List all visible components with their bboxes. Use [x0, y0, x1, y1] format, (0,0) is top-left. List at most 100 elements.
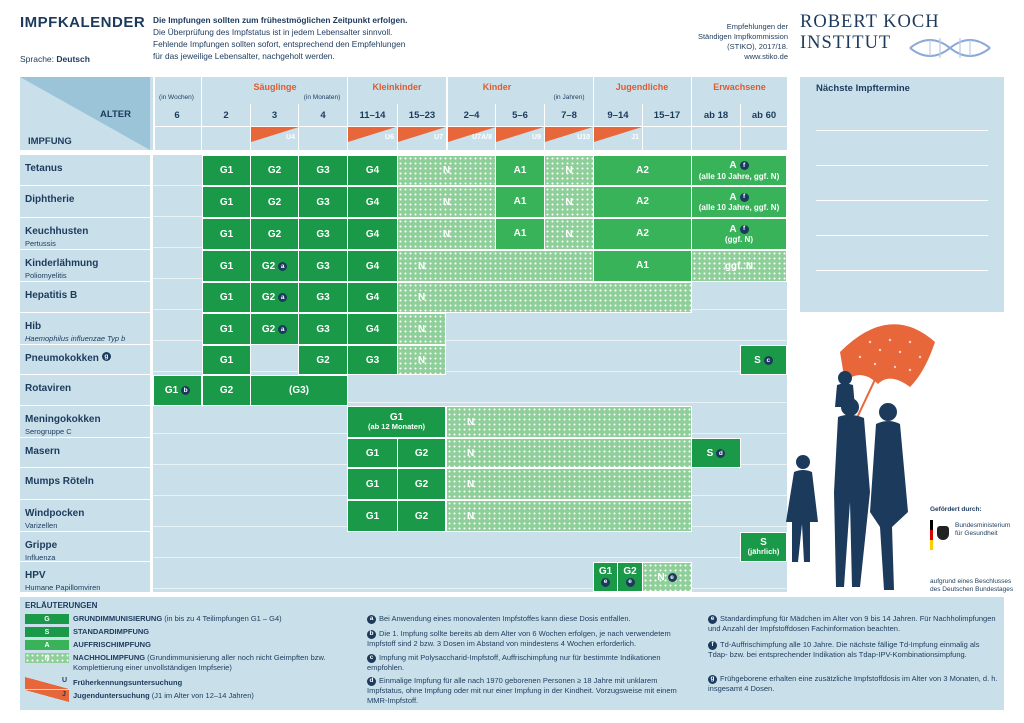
- cell-nachhol: N: [446, 406, 692, 438]
- next-dates-line[interactable]: [816, 270, 988, 271]
- cell-label: S: [706, 447, 714, 459]
- legend-label: Jugenduntersuchung: [73, 691, 150, 700]
- cell-nachhol: N: [544, 218, 594, 250]
- vaccine-name: Grippe: [25, 540, 58, 551]
- vaccine-name: Masern: [25, 446, 61, 457]
- stiko-line: www.stiko.de: [744, 52, 788, 61]
- vaccine-row-label: Keuchhusten Pertussis: [20, 218, 150, 249]
- footnote-b-icon: b: [181, 386, 191, 395]
- cell-auffrisch: A1: [593, 250, 692, 282]
- note-item: a Bei Anwendung eines monovalenten Impfst…: [367, 614, 677, 624]
- footnote-c-icon: c: [763, 355, 773, 365]
- footnote-d-icon: d: [367, 676, 376, 686]
- vaccine-name: Hib: [25, 321, 42, 332]
- cell-grund: G4: [347, 218, 398, 250]
- cell-note: (ggf. N): [725, 235, 753, 245]
- u-tag-label: U6: [385, 134, 394, 141]
- header-divider: [593, 77, 594, 150]
- footnote-e-icon: e: [625, 578, 635, 587]
- cell-grund: G2: [202, 375, 251, 406]
- legend-label: GRUNDIMMUNISIERUNG: [73, 614, 163, 623]
- cell-grund: G2: [250, 186, 299, 218]
- header-divider: [740, 104, 741, 150]
- next-dates-panel[interactable]: Nächste Impftermine: [800, 77, 1004, 312]
- cell-auffrisch: A1: [495, 218, 545, 250]
- u-tag: U7: [398, 127, 446, 142]
- intro-line: Fehlende Impfungen sollten sofort, entsp…: [153, 39, 406, 49]
- next-dates-line[interactable]: [816, 235, 988, 236]
- next-dates-line[interactable]: [816, 200, 988, 201]
- vaccine-name: Kinderlähmung: [25, 258, 99, 269]
- u-tag: U6: [348, 127, 397, 142]
- unit-years: (in Jahren): [553, 94, 585, 101]
- next-dates-line[interactable]: [816, 130, 988, 131]
- header-divider: [397, 104, 398, 150]
- cell-label: G2: [261, 260, 276, 272]
- header-diagonal: [20, 77, 150, 150]
- u-tag-label: U10: [577, 134, 590, 141]
- cell-grund: G3: [298, 186, 348, 218]
- page-title: IMPFKALENDER: [20, 14, 146, 31]
- vaccine-name: Diphtherie: [25, 194, 75, 205]
- cell-nachhol: N: [446, 438, 692, 468]
- cell-grund: G1: [202, 186, 251, 218]
- vaccine-name: Hepatitis B: [25, 290, 78, 301]
- next-dates-line[interactable]: [816, 165, 988, 166]
- cell-grund: G4: [347, 186, 398, 218]
- vaccine-name: Rotaviren: [25, 383, 72, 394]
- cell-label: G2: [261, 292, 276, 303]
- cell-note: (alle 10 Jahre, ggf. N): [698, 171, 780, 181]
- cell-nachhol: ggf. N: [691, 250, 787, 282]
- cell-standard-hpv: G1 e: [593, 562, 618, 592]
- age-col: 9–14: [607, 110, 629, 121]
- age-col: 15–17: [653, 110, 681, 121]
- u-tag: U4: [251, 127, 299, 142]
- note-item: e Standardimpfung für Mädchen im Alter vo…: [708, 614, 998, 634]
- rki-logo-icon: [909, 38, 991, 58]
- footnote-f-icon: f: [739, 161, 749, 171]
- vaccine-row-label: Hib Haemophilus influenzae Typ b: [20, 313, 150, 344]
- cell-nachhol: N: [397, 155, 496, 186]
- cell-grund: G2: [397, 500, 446, 532]
- cell-grund: G3: [298, 250, 348, 282]
- stiko-line: Empfehlungen der: [726, 22, 788, 31]
- header-white-band: [153, 126, 787, 127]
- note-text: Die 1. Impfung sollte bereits ab dem Alt…: [367, 629, 671, 648]
- age-col: ab 60: [751, 110, 777, 121]
- bundestag-line: aufgrund eines Beschlusses: [930, 578, 1012, 585]
- footnote-g-icon: g: [708, 674, 717, 684]
- legend-desc: (Grundimmunisierung aller noch nicht Gei…: [73, 653, 326, 672]
- footnote-c-icon: c: [367, 653, 376, 663]
- header-divider: [250, 104, 251, 150]
- legend-g-text: GRUNDIMMUNISIERUNG (in bis zu 4 Teilimpf…: [73, 614, 282, 624]
- u-tag-label: U7: [434, 134, 443, 141]
- german-flag-icon: [930, 520, 933, 550]
- sponsor-label: Gefördert durch:: [930, 506, 982, 513]
- note-text: Standardimpfung für Mädchen im Alter von…: [708, 614, 996, 633]
- age-col: 15–23: [408, 110, 436, 121]
- age-col: ab 18: [703, 110, 729, 121]
- cell-grund: G1: [347, 500, 398, 532]
- note-text: Impfung mit Polysaccharid-Impfstoff, Auf…: [367, 653, 661, 672]
- cell-label: G1: [164, 385, 179, 396]
- cell-nachhol: N: [446, 468, 692, 500]
- note-text: Bei Anwendung eines monovalenten Impfsto…: [379, 614, 631, 623]
- note-item: b Die 1. Impfung sollte bereits ab dem Al…: [367, 629, 677, 649]
- vaccine-subname: Pertussis: [25, 239, 56, 248]
- cell-grund: G4: [347, 313, 398, 345]
- footnote-a-icon: a: [278, 261, 288, 271]
- footnote-d-icon: d: [716, 448, 726, 458]
- legend-u-text: Früherkennungsuntersuchung: [73, 678, 182, 688]
- legend-a-text: AUFFRISCHIMPFUNG: [73, 640, 151, 650]
- ministry-line: Bundesministerium: [955, 522, 1011, 529]
- vaccine-row-label: Hepatitis B: [20, 282, 150, 312]
- cell-nachhol: N: [446, 500, 692, 532]
- age-col: 2–4: [463, 110, 480, 121]
- cell-standard-hpv: G2 e: [617, 562, 643, 592]
- cell-grund: G1: [202, 313, 251, 345]
- unit-weeks: (in Wochen): [159, 94, 194, 101]
